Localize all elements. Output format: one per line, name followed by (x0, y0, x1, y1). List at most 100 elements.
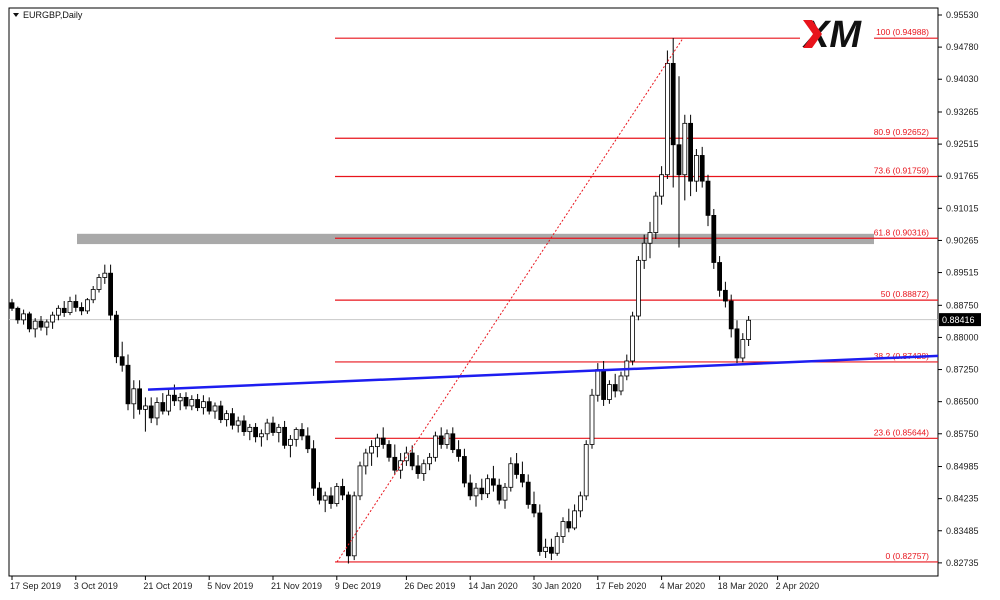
candle-body-bull (212, 405, 218, 412)
y-tick-label: 0.91015 (946, 203, 979, 213)
candle-body-bear (148, 405, 154, 419)
y-tick-label: 0.84235 (946, 494, 979, 504)
fib-swing-line (336, 37, 684, 563)
candle-body-bull (473, 487, 479, 497)
y-tick-label: 0.89515 (946, 268, 979, 278)
candle-body-bear (9, 302, 15, 309)
candle-body-bull (287, 438, 293, 446)
candle-body-bull (618, 375, 624, 392)
candle-body-bear (26, 313, 32, 330)
candle-body-bear (415, 465, 421, 474)
logo-mark-icon (803, 20, 822, 48)
candle-body-bear (520, 474, 525, 483)
candle-body-bear (717, 262, 722, 291)
candle-body-bull (50, 314, 55, 323)
candle-body-bear (386, 444, 392, 458)
y-tick-label: 0.85750 (946, 429, 979, 439)
candle-body-bull (363, 452, 369, 467)
candle-body-bull (21, 313, 27, 321)
candle-body-bear (345, 494, 351, 557)
candle-body-bull (131, 388, 137, 405)
candle-body-bull (351, 495, 357, 557)
y-tick-label: 0.86500 (946, 397, 979, 407)
candle-body-bull (432, 435, 438, 458)
fib-level-label: 50 (0.88872) (881, 289, 929, 299)
price-tag-background (939, 313, 981, 327)
candle-body-bear (711, 214, 717, 263)
candle-body-bear (490, 478, 496, 486)
candle-body-bear (218, 405, 224, 421)
current-price-tag: 0.88416 (939, 313, 981, 327)
y-tick-label: 0.88750 (946, 300, 979, 310)
candle-body-bear (531, 504, 537, 514)
x-tick-label: 17 Feb 2020 (596, 581, 647, 591)
chart-title[interactable]: EURGBP,Daily (13, 10, 83, 20)
x-tick-label: 4 Mar 2020 (660, 581, 706, 591)
candle-body-bull (653, 195, 659, 233)
candle-body-bull (682, 122, 688, 176)
fib-level-label: 80.9 (0.92652) (874, 127, 929, 137)
price-tag-text: 0.88416 (942, 315, 975, 325)
candle-body-bear (699, 155, 705, 182)
candle-body-bull (102, 272, 108, 278)
resistance-zone (77, 233, 874, 245)
x-tick-label: 30 Jan 2020 (532, 581, 582, 591)
candle-body-bear (456, 449, 462, 457)
candle-body-bear (229, 413, 235, 426)
candle-body-bear (125, 364, 131, 405)
y-tick-label: 0.84985 (946, 462, 979, 472)
candle-body-bull (322, 495, 328, 501)
candle-body-bull (694, 155, 699, 182)
candle-body-bear (612, 384, 618, 392)
y-tick-label: 0.93265 (946, 107, 979, 117)
candle-body-bull (293, 429, 299, 440)
y-tick-label: 0.94780 (946, 42, 979, 52)
candle-body-bear (723, 289, 728, 302)
candle-body-bull (85, 299, 90, 312)
candle-body-bull (258, 433, 264, 438)
candle-body-bear (183, 396, 189, 407)
candle-body-bear (282, 426, 288, 446)
x-tick-label: 17 Sep 2019 (10, 581, 61, 591)
dropdown-triangle-icon[interactable] (13, 13, 19, 17)
candle-body-bull (276, 426, 282, 433)
candle-body-bull (154, 402, 160, 419)
y-tick-label: 0.83485 (946, 526, 979, 536)
candle-body-bull (32, 320, 38, 330)
candle-body-bull (200, 401, 206, 409)
candle-body-bull (177, 396, 183, 402)
y-tick-label: 0.90265 (946, 235, 979, 245)
candle-body-bear (38, 320, 44, 328)
candle-body-bear (514, 463, 519, 475)
candle-body-bull (224, 413, 230, 421)
candle-body-bull (583, 444, 589, 497)
candle-body-bear (450, 433, 456, 451)
candle-body-bull (189, 399, 195, 407)
candle-body-bear (299, 429, 305, 437)
candle-body-bull (572, 510, 577, 529)
candle-body-bear (705, 180, 711, 216)
candle-body-bear (601, 369, 606, 400)
candle-body-bull (264, 422, 270, 435)
candle-body-bull (96, 277, 102, 290)
candle-body-bull (508, 463, 514, 488)
candle-body-bull (647, 232, 653, 244)
candle-body-bull (595, 369, 601, 396)
candle-body-bear (316, 487, 322, 501)
candle-body-bull (44, 321, 50, 328)
candle-body-bull (334, 486, 340, 504)
candle-body-bull (444, 433, 450, 445)
candle-body-bull (166, 394, 172, 412)
candle-body-bull (374, 437, 380, 448)
candle-body-bull (502, 486, 508, 501)
x-axis: 17 Sep 2019 3 Oct 2019 21 Oct 2019 5 Nov 20… (10, 576, 819, 591)
candle-body-bear (15, 307, 21, 321)
candle-body-bull (485, 478, 491, 495)
symbol-title: EURGBP,Daily (23, 10, 83, 20)
fib-level-label: 61.8 (0.90316) (874, 227, 929, 237)
x-tick-label: 21 Oct 2019 (143, 581, 192, 591)
fib-level-label: 100 (0.94988) (876, 27, 929, 37)
candle-body-bear (195, 399, 201, 409)
x-tick-label: 26 Dec 2019 (404, 581, 455, 591)
